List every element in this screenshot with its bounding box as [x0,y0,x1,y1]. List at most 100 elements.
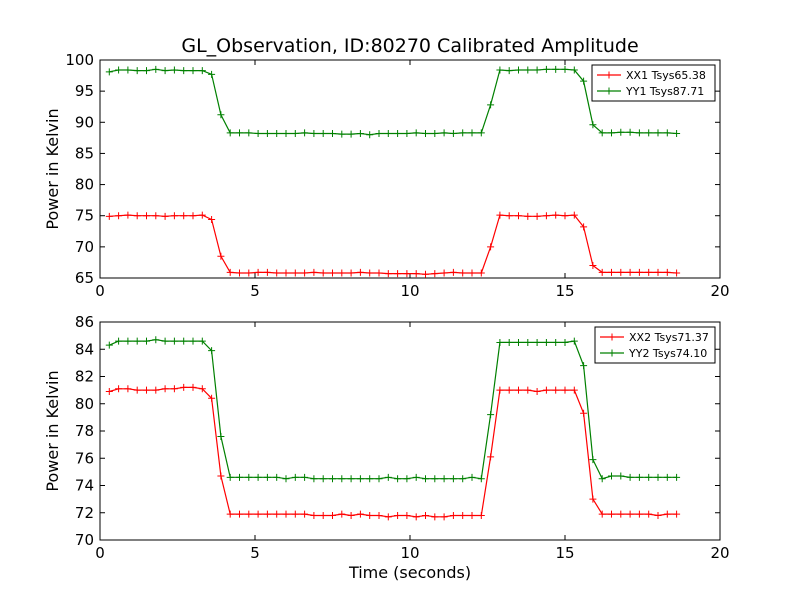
data-point [598,475,606,483]
data-point [561,212,569,220]
data-point [654,473,662,481]
series-line [109,214,677,275]
data-point [189,67,197,75]
data-point [403,270,411,278]
x-tick-label: 15 [555,282,574,300]
series-line [109,386,677,518]
data-point [552,338,560,346]
data-point [161,337,169,345]
data-point [161,67,169,75]
data-point [598,510,606,518]
data-point [645,268,653,276]
data-point [263,510,271,518]
data-point [505,212,513,220]
y-tick-label: 86 [75,313,94,331]
data-point [226,510,234,518]
x-tick-label: 0 [95,282,105,300]
data-point [329,475,336,483]
data-point [561,338,569,346]
data-point [366,475,374,483]
y-tick-label: 80 [75,395,94,413]
data-point [301,269,309,277]
data-point [310,129,318,137]
data-point [273,129,281,137]
data-point [440,513,448,521]
data-point [226,473,234,481]
data-point [440,475,448,483]
data-point [533,338,541,346]
data-point [152,386,160,394]
series-line [109,68,677,136]
data-point [198,211,206,219]
data-point [189,337,197,345]
data-point [161,212,169,220]
data-point [124,385,132,393]
data-point [198,385,206,393]
data-point [384,270,392,278]
legend-label: YY2 Tsys74.10 [628,347,707,360]
data-point [236,510,243,518]
data-point [449,475,457,483]
y-tick-label: 90 [75,113,94,131]
data-point [570,66,578,74]
data-point [515,386,522,394]
data-point [617,510,625,518]
data-point [673,269,681,277]
data-point [170,385,178,393]
data-point [291,129,299,137]
data-point [152,336,160,344]
data-point [375,269,383,277]
data-point [161,385,169,393]
data-point [533,387,541,395]
data-point [552,386,560,394]
y-tick-label: 78 [75,422,94,440]
data-point [654,268,662,276]
data-point [189,212,197,220]
data-point [263,129,271,137]
data-point [635,510,643,518]
data-point [635,268,643,276]
data-point [449,129,457,137]
y-tick-label: 100 [65,51,94,69]
x-tick-label: 20 [710,282,729,300]
data-point [487,453,495,461]
data-point [468,473,476,481]
data-point [189,383,197,391]
data-point [319,511,327,519]
data-point [180,67,188,75]
data-point [645,510,653,518]
data-point [217,472,225,480]
data-point [542,386,550,394]
series-line [109,339,677,480]
x-tick-label: 15 [555,544,574,562]
data-point [570,337,578,345]
data-point [180,337,188,345]
data-point [180,212,188,220]
data-point [208,215,216,223]
data-point [487,243,495,251]
data-point [552,65,560,73]
data-point [236,129,243,137]
data-point [254,510,262,518]
y-axis-label: Power in Kelvin [43,370,62,491]
data-point [384,513,392,521]
data-point [589,262,597,270]
y-tick-label: 75 [75,207,94,225]
x-tick-label: 10 [400,282,419,300]
data-point [552,211,560,219]
data-point [143,337,150,345]
data-point [496,211,504,219]
data-point [366,511,374,519]
data-point [217,111,225,119]
data-point [208,394,216,402]
data-point [208,347,216,355]
data-point [635,473,643,481]
data-point [347,269,355,277]
y-tick-label: 76 [75,449,94,467]
data-point [533,66,541,74]
y-tick-label: 84 [75,340,94,358]
data-point [617,268,625,276]
data-point [226,268,234,276]
data-point [608,129,615,137]
